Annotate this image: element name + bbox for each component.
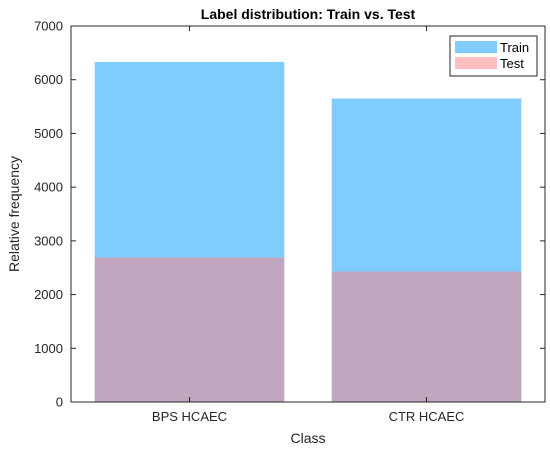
axes-box	[70, 25, 546, 403]
chart-title: Label distribution: Train vs. Test	[201, 6, 416, 22]
bar-test-1	[94, 257, 285, 402]
legend-label-test: Test	[500, 56, 524, 71]
y-tick-label: 0	[56, 395, 63, 410]
y-tick-label: 4000	[34, 180, 63, 195]
legend-swatch-test	[455, 57, 497, 69]
x-axis-label: Class	[290, 430, 325, 446]
y-tick-label: 6000	[34, 72, 63, 87]
bar-test-2	[331, 271, 522, 402]
y-axis-label: Relative frequency	[6, 156, 22, 272]
y-tick-label: 7000	[34, 19, 63, 34]
x-tick-label: BPS HCAEC	[152, 409, 227, 424]
legend-swatch-train	[455, 41, 497, 53]
x-tick-label: CTR HCAEC	[389, 409, 465, 424]
y-tick-label: 2000	[34, 287, 63, 302]
bars-layer	[94, 61, 522, 402]
legend-label-train: Train	[500, 40, 529, 55]
y-tick-label: 3000	[34, 233, 63, 248]
y-tick-label: 1000	[34, 341, 63, 356]
y-tick-label: 5000	[34, 126, 63, 141]
ticks-layer: 0 1000 2000 3000 4000 5000 6000 7000 BPS HCAEC CT…	[34, 19, 545, 424]
